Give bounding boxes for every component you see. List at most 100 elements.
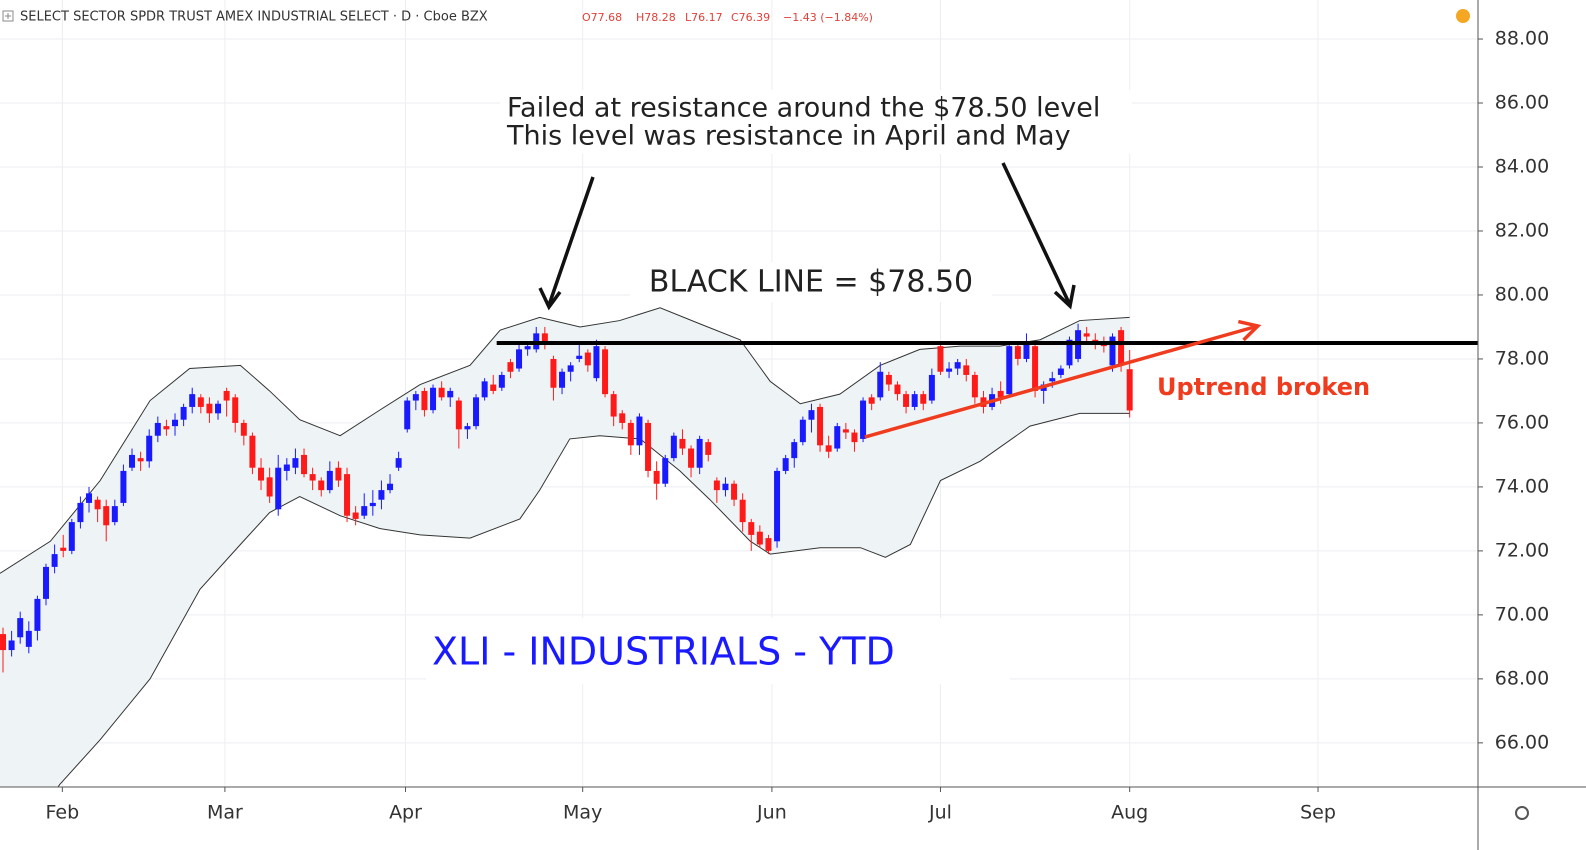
header: SELECT SECTOR SPDR TRUST AMEX INDUSTRIAL… <box>2 9 1470 25</box>
candle-body <box>920 394 927 404</box>
candle-body <box>103 506 110 526</box>
candle-body <box>326 470 333 491</box>
y-tick-label: 84.00 <box>1495 155 1549 177</box>
trend-line <box>864 324 1259 439</box>
candle-body <box>111 506 118 523</box>
candle-body <box>507 362 514 372</box>
candle-body <box>215 403 222 414</box>
candle-body <box>464 426 471 430</box>
settings-icon[interactable] <box>1515 806 1529 820</box>
y-tick-label: 86.00 <box>1495 92 1549 114</box>
candle-body <box>559 371 566 388</box>
candle-body <box>17 618 24 638</box>
candle-body <box>438 387 445 398</box>
alert-icon[interactable] <box>1456 9 1470 23</box>
candle-body <box>619 413 626 423</box>
candle-body <box>361 506 368 516</box>
symbol-title[interactable]: SELECT SECTOR SPDR TRUST AMEX INDUSTRIAL… <box>20 10 488 25</box>
annotation: Failed at resistance around the $78.50 l… <box>507 93 1100 124</box>
candle-body <box>301 454 308 475</box>
legend-value: C76.39 <box>731 11 770 24</box>
band-line <box>0 307 1130 574</box>
candle-body <box>421 390 428 411</box>
candle-body <box>946 368 953 372</box>
candle-body <box>662 458 669 484</box>
candle-body <box>1066 339 1073 366</box>
candle-body <box>748 522 755 535</box>
candle-body <box>868 397 875 404</box>
candle-body <box>739 499 746 523</box>
candle-body <box>189 394 196 407</box>
y-tick-label: 76.00 <box>1495 411 1549 433</box>
annotation: This level was resistance in April and M… <box>506 121 1071 152</box>
x-tick-label: Sep <box>1300 802 1336 824</box>
candle-body <box>756 531 763 545</box>
candle-body <box>1032 346 1039 391</box>
x-tick-label: Jul <box>928 802 952 824</box>
arrowhead <box>1053 284 1076 310</box>
x-tick-label: Jun <box>756 802 787 824</box>
candle-body <box>885 374 892 385</box>
candle-body <box>937 346 944 372</box>
candle-body <box>94 499 101 510</box>
plot-area <box>0 307 1478 787</box>
candle-body <box>1083 333 1090 337</box>
candle-body <box>378 490 385 500</box>
note-box <box>426 618 1010 684</box>
candle-body <box>232 397 239 423</box>
candle-body <box>395 458 402 468</box>
candle-body <box>120 470 127 503</box>
candle-body <box>928 374 935 401</box>
candle-body <box>154 422 161 436</box>
y-tick-label: 68.00 <box>1495 667 1549 689</box>
candle-body <box>473 397 480 427</box>
legend-value: L76.17 <box>685 11 723 24</box>
candle-body <box>240 422 247 436</box>
legend-value: O77.68 <box>582 11 622 24</box>
candle-body <box>713 480 720 491</box>
candle-body <box>765 538 772 551</box>
candle-body <box>550 358 557 388</box>
y-tick-label: 88.00 <box>1495 28 1549 50</box>
candle-body <box>77 502 84 523</box>
icon <box>2 10 14 22</box>
y-tick-label: 80.00 <box>1495 283 1549 305</box>
annotation: BLACK LINE = $78.50 <box>649 265 973 300</box>
candle-body <box>137 458 144 462</box>
y-tick-label: 72.00 <box>1495 539 1549 561</box>
candle-body <box>352 512 359 519</box>
y-tick-label: 74.00 <box>1495 475 1549 497</box>
candle-body <box>782 458 789 471</box>
arrowhead <box>538 287 562 311</box>
candle-body <box>1006 346 1013 395</box>
candle-body <box>34 598 41 631</box>
candle-body <box>894 384 901 395</box>
candle-body <box>249 435 256 468</box>
candle-body <box>43 566 50 599</box>
candle-body <box>696 438 703 468</box>
candle-body <box>679 438 686 449</box>
candle-body <box>498 374 505 388</box>
candle-body <box>576 355 583 359</box>
legend-value: −1.43 (−1.84%) <box>783 11 873 24</box>
candle-body <box>817 406 824 446</box>
candle-body <box>206 403 213 414</box>
y-tick-label: 78.00 <box>1495 347 1549 369</box>
candle-body <box>0 634 7 651</box>
candle-body <box>825 445 832 452</box>
candle-body <box>223 390 230 401</box>
candle-body <box>60 547 67 551</box>
candle-body <box>335 467 342 481</box>
candle-body <box>808 410 815 420</box>
y-tick-label: 66.00 <box>1495 731 1549 753</box>
candle-body <box>344 474 351 516</box>
candle-body <box>163 426 170 430</box>
candle-body <box>731 483 738 500</box>
candle-body <box>86 493 93 503</box>
candle-body <box>799 419 806 443</box>
candle-body <box>645 422 652 471</box>
candle-body <box>774 470 781 542</box>
candle-body <box>369 502 376 507</box>
candle-body <box>516 349 523 369</box>
